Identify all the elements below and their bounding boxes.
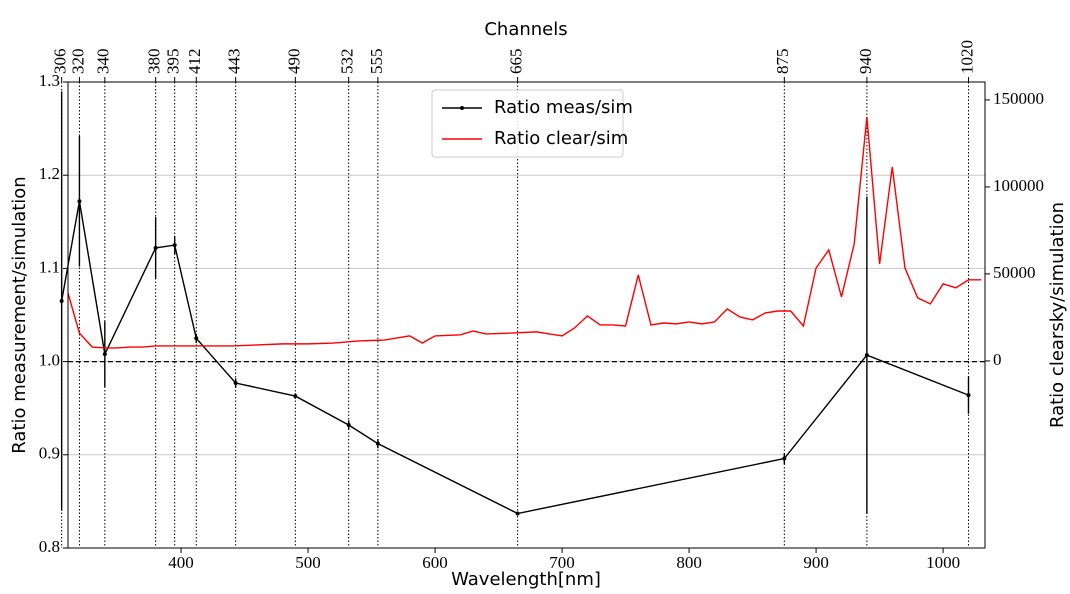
top-tick-label: 412 [185,49,204,75]
y2-tick-label: 150000 [993,89,1044,108]
top-tick-label: 320 [68,49,87,75]
marker [77,199,82,204]
marker [864,353,869,358]
top-tick-label: 940 [856,49,875,75]
marker [153,245,158,250]
marker [515,511,520,516]
top-tick-label: 875 [773,49,792,75]
top-tick-label: 490 [284,49,303,75]
y-tick-label: 1.3 [39,71,60,90]
top-tick-label: 340 [94,49,113,75]
legend-box [431,89,624,158]
x-tick-label: 500 [295,553,321,572]
y2-axis-label: Ratio clearsky/simulation [1047,202,1068,428]
x-tick-label: 1000 [926,553,960,572]
x-tick-label: 900 [803,553,829,572]
marker [172,243,177,248]
top-tick-label: 555 [367,49,386,75]
y-tick-label: 0.9 [39,444,60,463]
x-tick-label: 800 [676,553,702,572]
marker [59,299,64,304]
x-tick-label: 600 [422,553,448,572]
y-tick-label: 1.2 [39,164,60,183]
legend-label: Ratio clear/sim [494,128,628,149]
marker [293,394,298,399]
marker [782,456,787,461]
top-tick-label: 380 [145,49,164,75]
top-tick-label: 532 [338,49,357,75]
x-axis-label: Wavelength[nm] [451,569,601,590]
series-line [60,201,969,515]
legend-marker [460,106,464,110]
top-axis-label: Channels [484,19,567,40]
top-tick-label: 443 [225,49,244,75]
top-tick-label: 395 [164,49,183,75]
y2-tick-label: 0 [993,350,1002,369]
marker [966,393,971,398]
y2-tick-label: 100000 [993,176,1044,195]
marker [375,441,380,446]
plot-frame [67,81,986,549]
x-tick-label: 400 [168,553,194,572]
legend-label: Ratio meas/sim [494,97,633,118]
marker [102,352,107,357]
y2-tick-label: 50000 [993,263,1036,282]
y-axis-label: Ratio measurement/simulation [9,176,30,453]
y-tick-label: 0.8 [39,537,60,556]
top-tick-label: 1020 [957,40,976,74]
y-tick-label: 1.0 [39,351,60,370]
series-line [67,116,982,349]
marker [346,422,351,427]
marker [233,381,238,386]
top-tick-label: 306 [51,49,70,75]
y-tick-label: 1.1 [39,257,60,276]
top-tick-label: 665 [507,49,526,75]
marker [194,336,199,341]
x-tick-label: 700 [549,553,575,572]
